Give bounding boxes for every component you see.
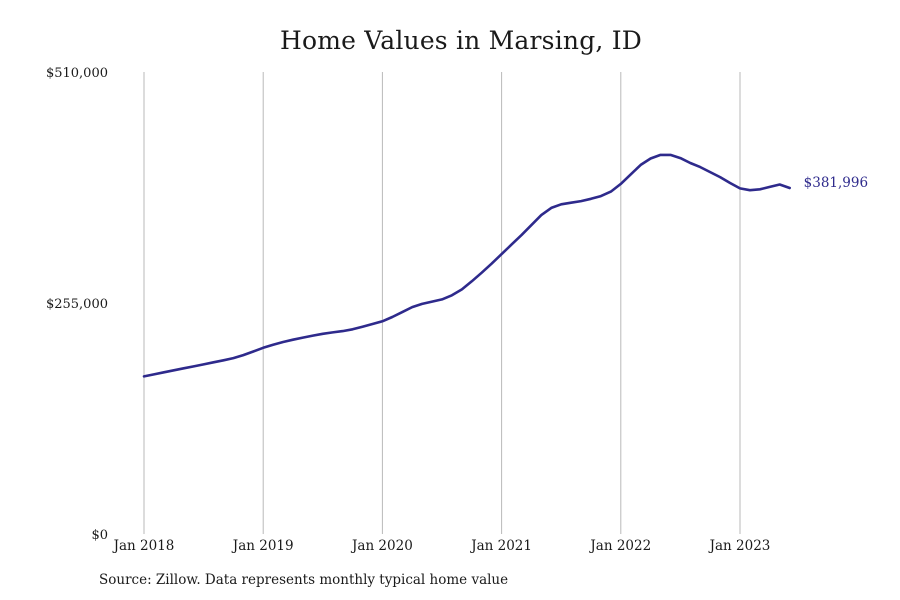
- source-note: Source: Zillow. Data represents monthly …: [99, 572, 509, 588]
- x-tick-label: Jan 2019: [231, 538, 294, 554]
- series-layer: [142, 153, 791, 378]
- series-line: [142, 153, 791, 378]
- y-tick-label: $255,000: [46, 297, 108, 312]
- x-tick-label: Jan 2020: [350, 538, 413, 554]
- x-tick-label: Jan 2023: [708, 538, 771, 554]
- end-value-label: $381,996: [804, 175, 868, 191]
- x-tick-label: Jan 2022: [588, 538, 651, 554]
- gridlines: [143, 72, 741, 534]
- y-tick-label: $510,000: [46, 66, 108, 81]
- y-axis-ticks: $510,000 $255,000 $0: [46, 66, 108, 543]
- chart-title: Home Values in Marsing, ID: [279, 26, 643, 55]
- x-axis-ticks: Jan 2018 Jan 2019 Jan 2020 Jan 2021 Jan 2022…: [112, 538, 771, 554]
- x-tick-label: Jan 2021: [469, 538, 532, 554]
- end-label-layer: $381,996: [804, 175, 868, 191]
- x-tick-label: Jan 2018: [112, 538, 175, 554]
- y-tick-label: $0: [91, 528, 108, 543]
